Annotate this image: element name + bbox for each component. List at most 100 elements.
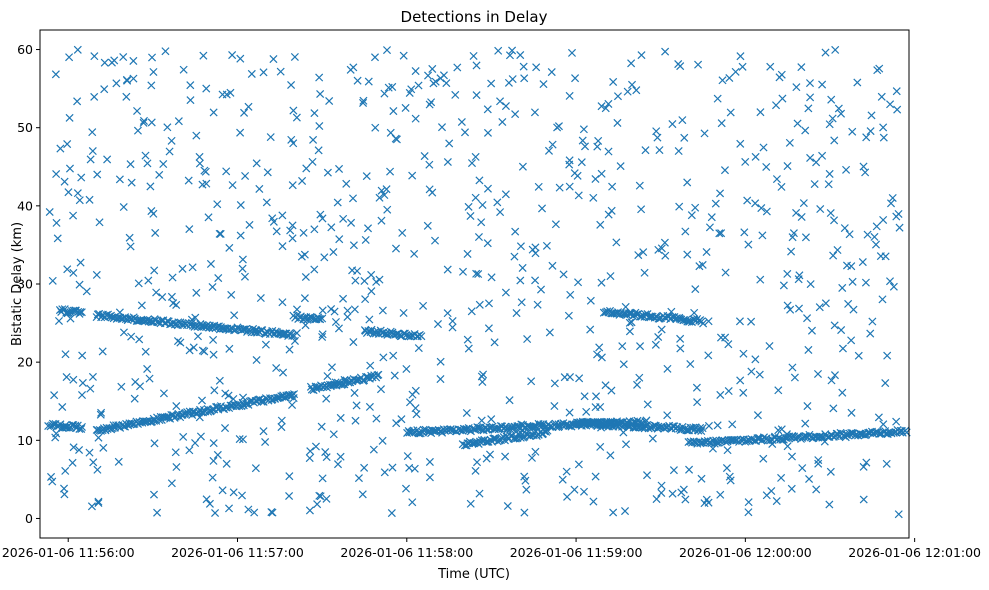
data-point bbox=[681, 227, 690, 236]
data-point bbox=[807, 326, 816, 335]
data-point bbox=[75, 196, 84, 205]
data-point bbox=[479, 370, 488, 379]
data-point bbox=[826, 208, 835, 218]
data-point bbox=[472, 91, 481, 100]
data-point bbox=[310, 225, 319, 234]
data-point bbox=[804, 104, 813, 113]
data-point bbox=[75, 280, 84, 289]
data-point bbox=[186, 81, 195, 90]
data-point bbox=[322, 494, 331, 503]
data-point bbox=[487, 79, 496, 88]
data-point bbox=[613, 118, 622, 127]
data-point bbox=[655, 146, 664, 155]
data-point bbox=[215, 229, 224, 238]
data-point bbox=[520, 508, 529, 517]
data-point bbox=[287, 80, 296, 90]
data-point bbox=[467, 159, 477, 168]
data-point bbox=[755, 370, 764, 379]
data-point bbox=[466, 499, 475, 508]
data-point bbox=[699, 319, 708, 328]
data-point bbox=[86, 384, 95, 393]
data-point bbox=[759, 143, 768, 152]
data-point bbox=[139, 116, 148, 125]
data-point bbox=[252, 159, 261, 168]
data-point bbox=[756, 108, 765, 117]
data-point bbox=[716, 490, 725, 499]
x-tick-label: 2026-01-06 11:56:00 bbox=[2, 545, 135, 560]
data-point bbox=[566, 290, 575, 299]
data-point bbox=[705, 223, 714, 232]
data-point bbox=[169, 299, 178, 308]
x-axis-ticks: 2026-01-06 11:56:00 2026-01-06 11:57:00 20… bbox=[2, 538, 981, 560]
data-point bbox=[774, 386, 783, 395]
data-point bbox=[716, 189, 725, 198]
data-point bbox=[443, 309, 452, 318]
data-point bbox=[419, 301, 428, 310]
data-point bbox=[405, 88, 414, 97]
data-point bbox=[423, 71, 433, 80]
data-point bbox=[539, 80, 548, 89]
data-point bbox=[277, 423, 286, 432]
data-point bbox=[237, 491, 247, 500]
data-point bbox=[893, 105, 902, 114]
data-point bbox=[711, 199, 720, 208]
data-point bbox=[530, 108, 539, 117]
data-point bbox=[713, 94, 722, 103]
data-point bbox=[577, 158, 586, 167]
data-point bbox=[522, 485, 531, 494]
data-point bbox=[717, 229, 726, 238]
data-point bbox=[65, 113, 74, 122]
data-point bbox=[779, 281, 788, 290]
x-tick-label: 2026-01-06 11:58:00 bbox=[340, 545, 473, 560]
data-point bbox=[289, 106, 298, 115]
data-point bbox=[815, 303, 824, 312]
data-point bbox=[838, 283, 847, 292]
data-point bbox=[601, 381, 610, 390]
data-point bbox=[148, 53, 157, 62]
data-point bbox=[149, 490, 159, 499]
data-point bbox=[383, 205, 392, 214]
data-point bbox=[266, 133, 275, 142]
data-point bbox=[680, 133, 689, 142]
data-point bbox=[47, 472, 56, 481]
data-point bbox=[367, 270, 376, 279]
data-point bbox=[425, 473, 434, 482]
y-tick-label: 60 bbox=[17, 42, 33, 57]
data-point bbox=[591, 174, 600, 184]
data-point bbox=[267, 508, 276, 517]
data-point bbox=[484, 324, 493, 333]
data-point bbox=[63, 265, 72, 274]
data-point bbox=[816, 204, 825, 214]
data-point bbox=[591, 403, 600, 412]
data-point bbox=[261, 437, 270, 447]
data-point bbox=[323, 372, 332, 381]
data-point bbox=[318, 306, 327, 315]
data-point bbox=[236, 128, 245, 137]
data-point bbox=[777, 182, 786, 191]
data-point bbox=[436, 357, 445, 366]
data-point bbox=[840, 224, 849, 233]
data-point bbox=[521, 476, 530, 485]
data-point bbox=[185, 225, 194, 234]
data-point bbox=[238, 435, 247, 444]
data-point bbox=[448, 323, 457, 332]
data-point bbox=[806, 280, 815, 289]
data-point bbox=[726, 108, 735, 117]
data-point bbox=[172, 402, 181, 411]
data-point bbox=[799, 199, 808, 208]
data-point bbox=[625, 318, 634, 327]
data-point bbox=[685, 465, 694, 474]
data-point bbox=[229, 488, 238, 497]
data-point bbox=[692, 383, 701, 392]
data-point bbox=[100, 58, 109, 67]
data-point bbox=[788, 363, 797, 372]
data-point bbox=[309, 135, 318, 144]
data-point bbox=[830, 321, 839, 330]
data-point bbox=[163, 123, 172, 132]
data-point bbox=[52, 218, 61, 227]
data-point bbox=[300, 294, 309, 303]
data-point bbox=[51, 70, 60, 79]
data-point bbox=[200, 166, 209, 175]
data-point bbox=[380, 89, 389, 98]
data-point bbox=[200, 347, 209, 356]
